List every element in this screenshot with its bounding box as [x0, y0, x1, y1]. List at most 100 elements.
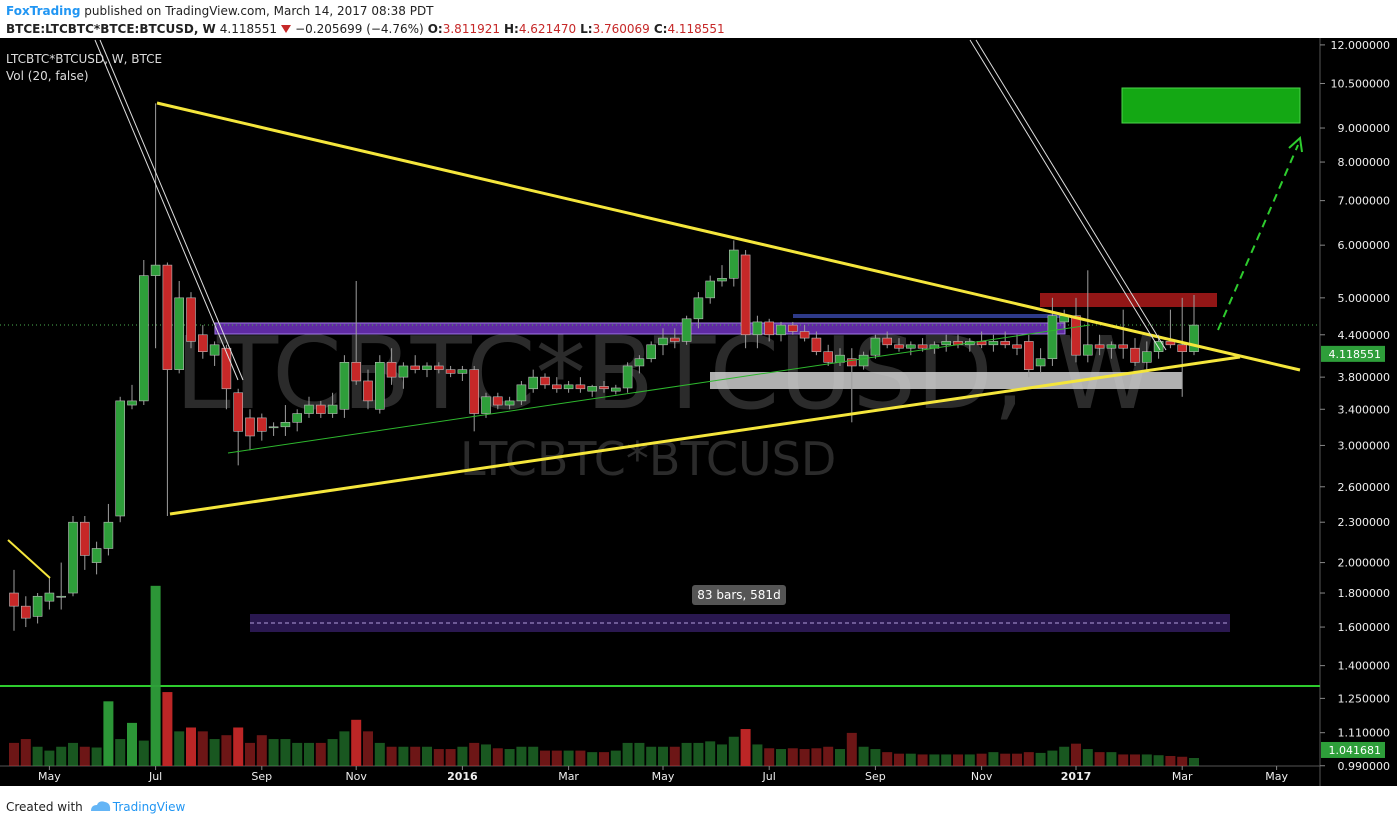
candle-body	[351, 362, 362, 382]
volume-bar	[894, 753, 904, 766]
candle-body	[9, 592, 19, 607]
volume-bar	[245, 742, 255, 766]
volume-bar	[846, 732, 857, 766]
volume-bar	[481, 744, 491, 766]
volume-bar	[398, 746, 409, 766]
last-price-box	[1321, 345, 1385, 362]
diagonal-line	[969, 39, 1161, 351]
candle-body	[422, 365, 432, 370]
volume-bar	[233, 727, 244, 766]
ohlc-value: 4.621470	[518, 22, 577, 36]
volume-bar	[32, 746, 43, 766]
candle-body	[646, 344, 657, 360]
candle-body	[516, 384, 527, 402]
volume-bar	[917, 754, 928, 766]
volume-bar	[103, 701, 114, 766]
volume-bar	[1141, 754, 1152, 766]
volume-bar	[68, 742, 78, 766]
candle-body	[410, 365, 421, 370]
volume-bar	[1000, 753, 1011, 766]
candle-body	[988, 341, 999, 346]
volume-bar	[1165, 755, 1176, 766]
author[interactable]: FoxTrading	[6, 4, 81, 18]
candle-body	[398, 365, 409, 378]
volume-bar	[138, 740, 149, 766]
candle-body	[599, 386, 609, 390]
volume-bar	[728, 736, 739, 766]
volume-bar	[186, 727, 196, 766]
axes: May Jul Sep Nov 2016 Mar May Jul Sep Nov 2017 Mar Ma…	[38, 39, 1390, 783]
x-tick-label: Sep	[251, 770, 272, 783]
candle-body	[1118, 344, 1128, 349]
volume-bar	[776, 749, 786, 766]
volume-bar	[315, 742, 326, 766]
symbol: BTCE:LTCBTC*BTCE:BTCUSD, W	[6, 22, 216, 36]
candle-body	[1106, 344, 1117, 349]
volume-bar	[634, 742, 645, 766]
x-tick-label: May	[1265, 770, 1288, 783]
candle-body	[1071, 315, 1081, 356]
volume-bar	[953, 754, 963, 766]
volume-bar	[445, 749, 456, 766]
volume-bar	[622, 742, 633, 766]
ohlc-label: O:	[427, 22, 443, 36]
volume-bar	[941, 754, 952, 766]
volume-bar	[56, 746, 67, 766]
candle-body	[587, 386, 598, 392]
volume-label-box	[1321, 741, 1385, 758]
volume-bar	[610, 750, 621, 766]
y-tick-label: 4.400000	[1338, 329, 1391, 342]
diagonal-line	[975, 39, 1167, 351]
volume-bar	[717, 744, 727, 766]
candle-body	[1012, 344, 1022, 349]
volume-bar	[787, 748, 798, 766]
ohlc-value: 3.760069	[592, 22, 650, 36]
x-tick-label: May	[38, 770, 61, 783]
candle-body	[44, 592, 55, 602]
ohlc: O:3.811921 H:4.621470 L:3.760069 C:4.118551	[428, 22, 729, 36]
volume-bar	[540, 750, 550, 766]
volume-bar	[740, 729, 751, 766]
candle-body	[528, 376, 539, 390]
volume-bar	[870, 749, 881, 766]
chart-background	[0, 38, 1397, 786]
candle-body	[1024, 341, 1034, 370]
brand[interactable]: TradingView	[112, 800, 186, 814]
candle-body	[32, 595, 43, 617]
volume-bar	[1023, 752, 1034, 766]
candle-body	[115, 400, 125, 517]
triangle-lower	[169, 355, 1241, 516]
candle-body	[233, 392, 243, 432]
candle-body	[91, 548, 102, 563]
candle-body	[481, 396, 491, 414]
volume-bar	[964, 754, 975, 766]
ohlc-value: 3.811921	[442, 22, 500, 36]
change: −0.205699 (−4.76%)	[295, 22, 424, 36]
forecast-arrow	[1217, 144, 1299, 331]
candle-body	[339, 362, 350, 410]
volume-bar	[575, 750, 586, 766]
volume-label: 1.041681	[1329, 744, 1382, 757]
candle-body	[1094, 344, 1105, 349]
volume-bar	[599, 752, 609, 766]
x-tick-label: Nov	[971, 770, 993, 783]
volume-bar	[858, 746, 869, 766]
ohlc-label: L:	[580, 22, 593, 36]
y-tick-label: 3.000000	[1338, 439, 1391, 452]
volume-bar	[115, 739, 126, 766]
volume-bar	[1106, 752, 1117, 766]
volume-bar	[587, 752, 598, 766]
candle-body	[103, 521, 114, 549]
volume-bar	[1189, 757, 1199, 766]
volume-bar	[221, 735, 232, 766]
y-tick-label: 1.110000	[1338, 727, 1391, 740]
candle-body	[186, 297, 196, 342]
volume-bar	[351, 719, 362, 766]
drawings	[0, 87, 1320, 687]
candle-body	[941, 341, 952, 346]
volume-bar	[504, 749, 515, 766]
x-tick-label: Jul	[762, 770, 776, 783]
volume-bar	[929, 754, 940, 766]
